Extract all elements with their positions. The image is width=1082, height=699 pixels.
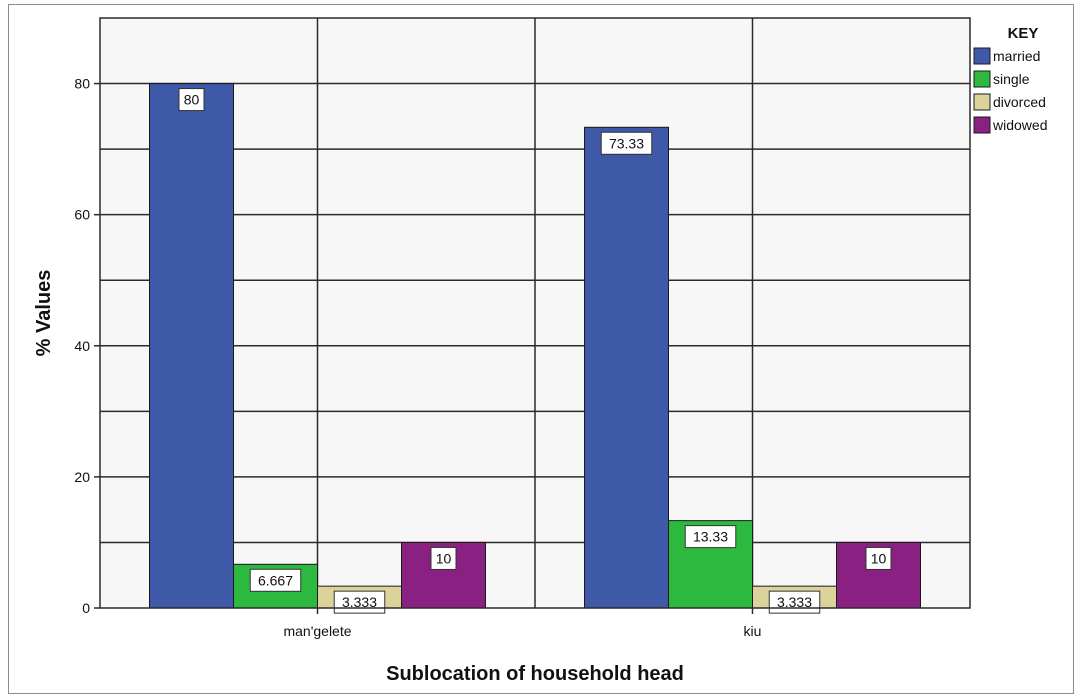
y-axis: 0 20 40 60 80 (74, 76, 100, 616)
bar-value-label-box (178, 88, 205, 112)
bar-value-label: 10 (436, 550, 452, 566)
legend-label-married: married (993, 48, 1040, 64)
legend-swatch-widowed (973, 116, 991, 134)
bar-value-label: 3.333 (342, 594, 377, 610)
bar-value-label-box (249, 568, 302, 592)
bar-value-label-box (684, 525, 737, 549)
bar-value-label: 10 (871, 550, 887, 566)
bar-value-label-box (430, 546, 457, 570)
legend-title: KEY (1008, 25, 1039, 42)
x-tick-label: kiu (744, 623, 762, 639)
legend-label-divorced: divorced (993, 94, 1046, 110)
bar-value-label: 80 (184, 92, 200, 108)
x-axis: man'gelete kiu (283, 608, 761, 639)
x-axis-title: Sublocation of household head (386, 663, 684, 685)
legend-swatch-divorced (973, 93, 991, 111)
legend-swatch-single (973, 70, 991, 88)
vertical-gridlines (316, 18, 754, 608)
legend: KEY married single divorced widowed (973, 25, 1047, 134)
x-tick-label: man'gelete (283, 623, 351, 639)
y-tick-label: 40 (74, 338, 90, 354)
y-tick-label: 20 (74, 469, 90, 485)
bar-married (149, 83, 234, 609)
y-tick-label: 60 (74, 207, 90, 223)
bar-married (584, 126, 669, 609)
bar-value-label-box (600, 131, 653, 155)
y-axis-title: % Values (33, 270, 55, 357)
legend-label-widowed: widowed (992, 117, 1047, 133)
bar-value-label: 6.667 (258, 572, 293, 588)
bar-value-label: 13.33 (693, 529, 728, 545)
bar-value-label: 73.33 (609, 135, 644, 151)
bar-value-label-box (865, 546, 892, 570)
y-tick-label: 0 (82, 600, 90, 616)
bar-value-label: 3.333 (777, 594, 812, 610)
y-tick-label: 80 (74, 76, 90, 92)
plot-border (99, 17, 971, 609)
bars (149, 83, 921, 609)
legend-swatch-married (973, 47, 991, 65)
legend-label-single: single (993, 71, 1030, 87)
